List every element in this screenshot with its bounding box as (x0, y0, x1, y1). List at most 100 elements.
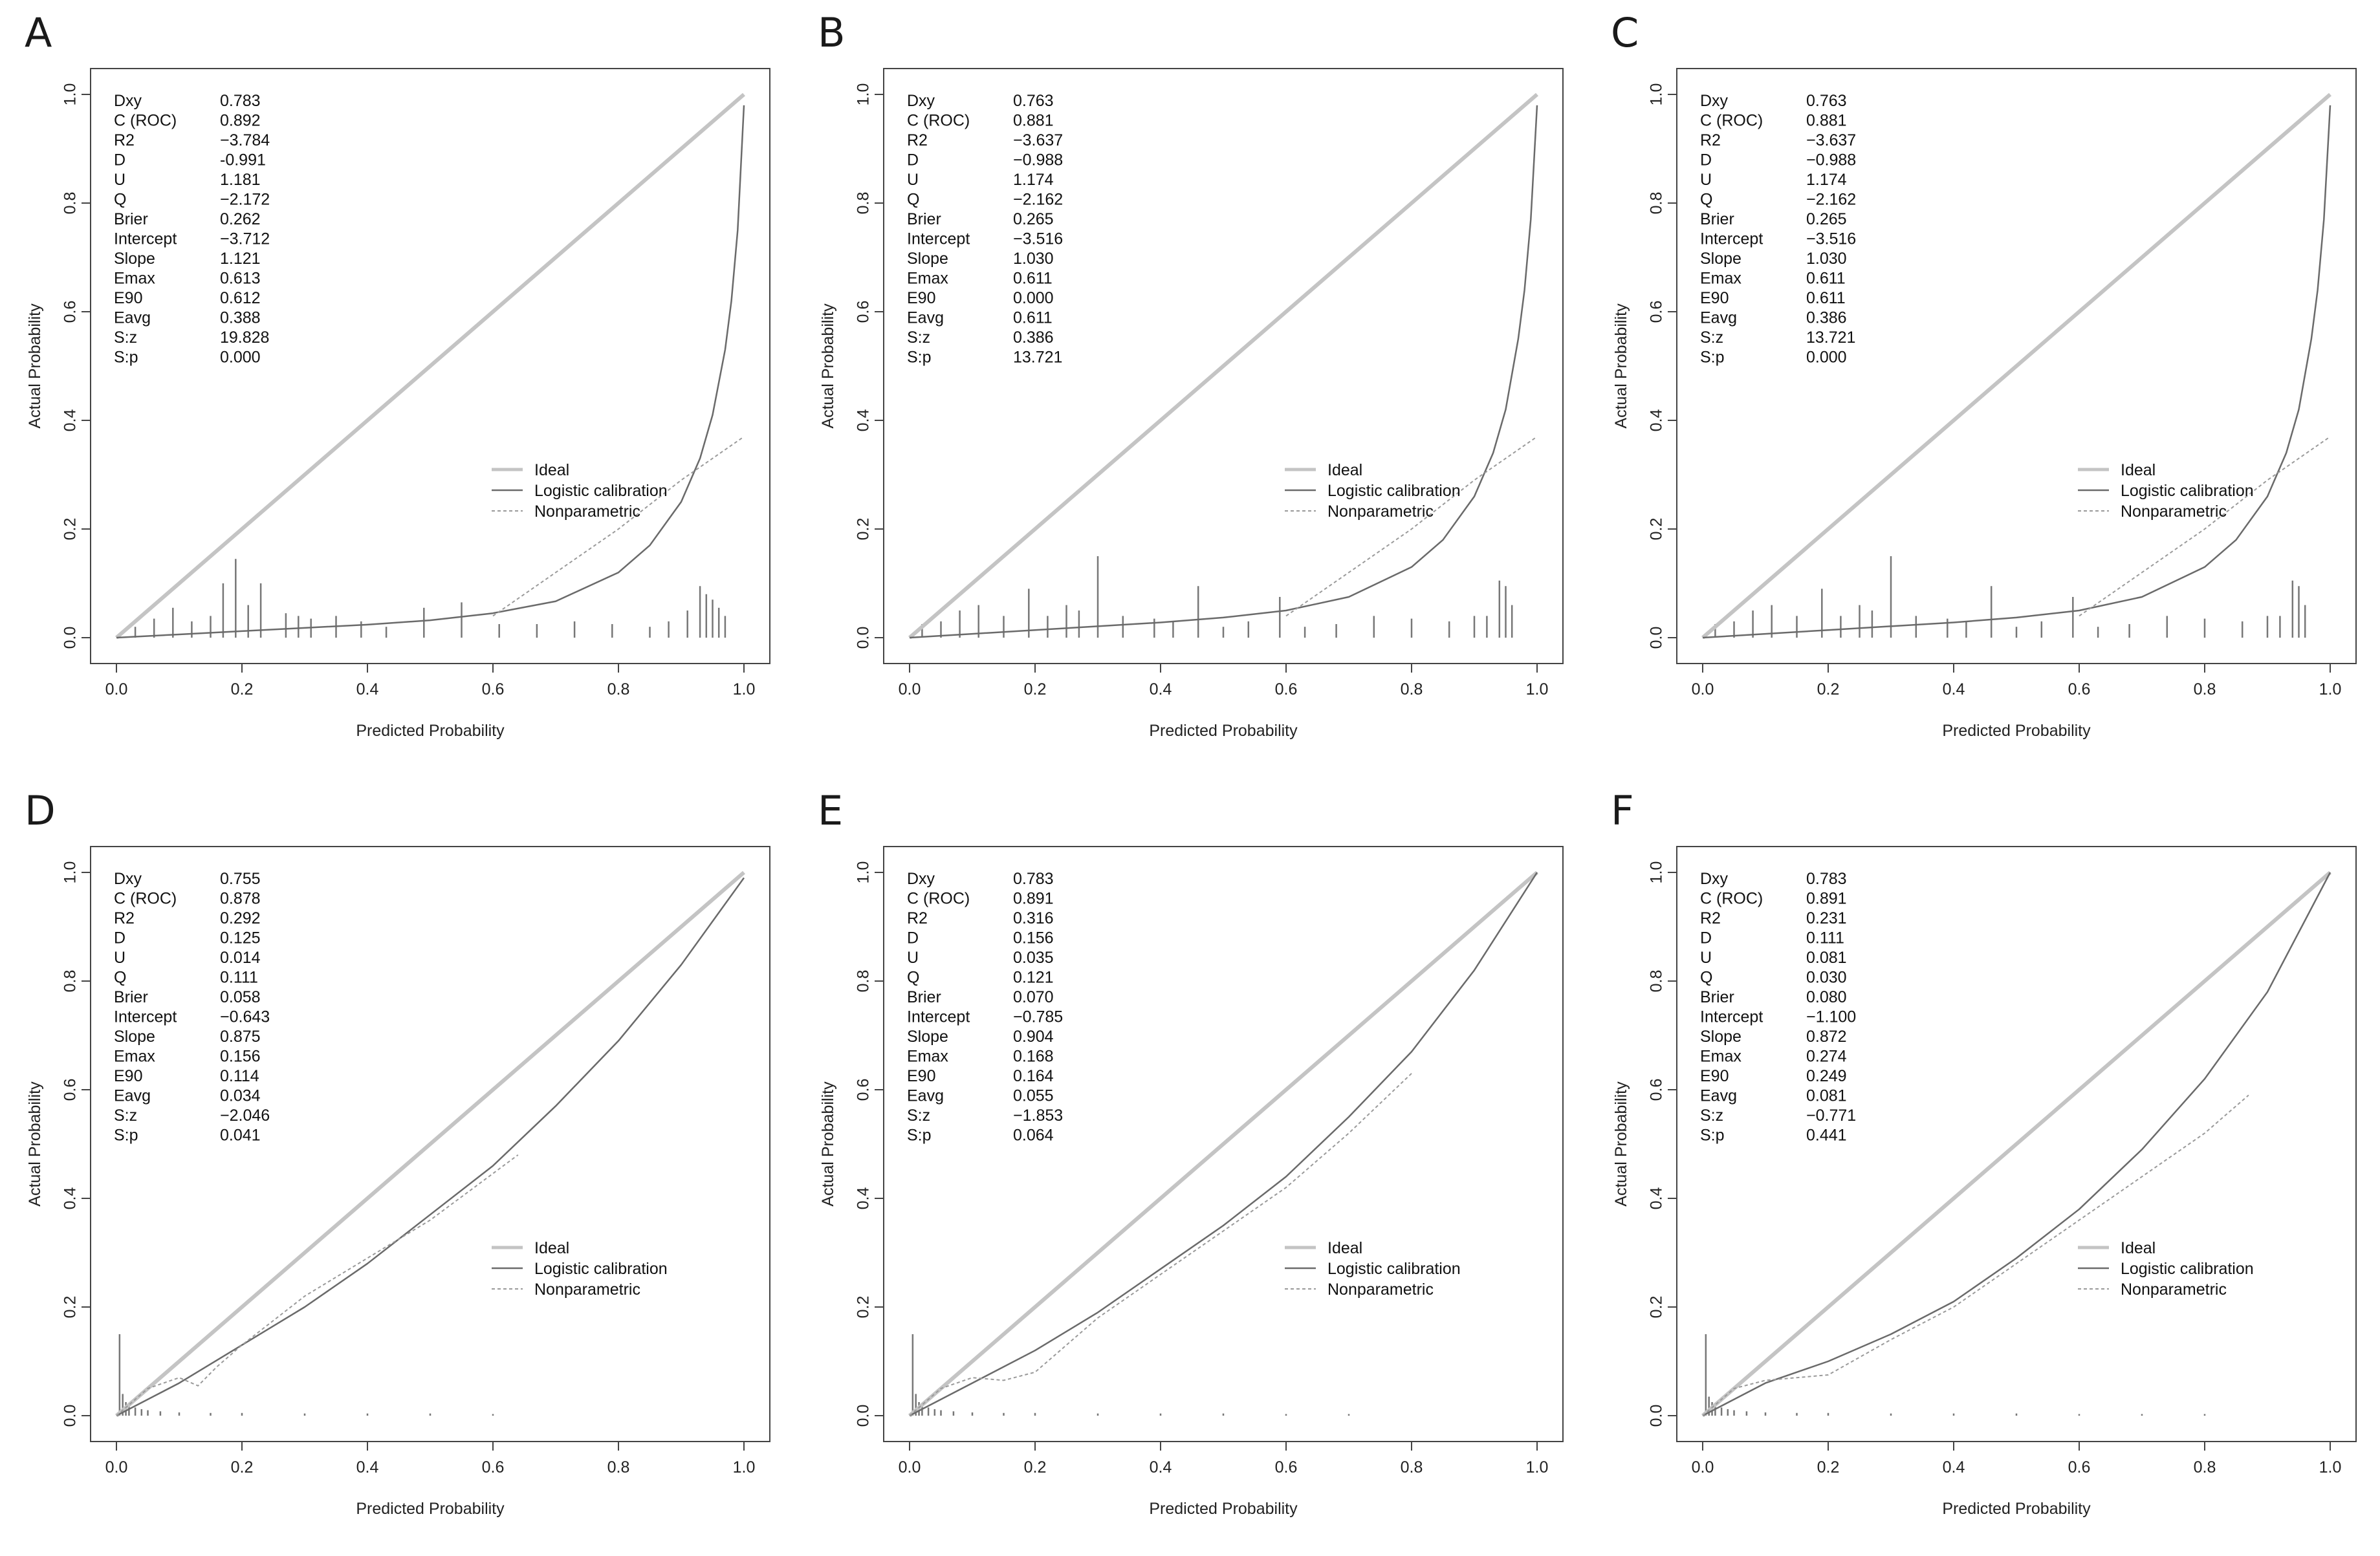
stat-name: Dxy (114, 870, 142, 888)
stat-name: Slope (907, 250, 948, 268)
stat-value: 0.881 (1013, 112, 1054, 130)
x-tick-label: 0.8 (1401, 680, 1423, 698)
y-tick-label: 0.0 (1648, 627, 1666, 649)
plot-frame (1676, 68, 2357, 664)
stat-value: 0.125 (220, 929, 261, 947)
stat-name: Slope (1700, 1028, 1741, 1046)
x-tick-label: 1.0 (2319, 1458, 2342, 1476)
stat-name: R2 (907, 131, 928, 149)
stat-value: 13.721 (1013, 349, 1062, 367)
stat-name: Dxy (1700, 92, 1729, 110)
stat-name: Brier (114, 988, 148, 1006)
panel-label: A (25, 9, 52, 56)
x-tick-label: 0.2 (1024, 680, 1047, 698)
stat-name: U (114, 171, 126, 189)
ideal-line (908, 870, 1538, 1418)
logistic-calibration-line (116, 877, 745, 1417)
stat-value: 0.892 (220, 112, 261, 130)
stat-name: C (ROC) (907, 890, 970, 908)
stat-value: 0.164 (1013, 1067, 1054, 1085)
stat-value: 0.612 (220, 289, 261, 307)
stat-value: 1.030 (1013, 250, 1054, 268)
y-tick-label: 1.0 (855, 861, 873, 884)
plot-frame (883, 846, 1564, 1442)
stat-value: 0.081 (1806, 1087, 1847, 1105)
stat-value: 0.111 (220, 969, 258, 987)
plot-frame (90, 68, 770, 664)
stat-value: 0.156 (220, 1048, 261, 1066)
y-tick-label: 0.8 (61, 970, 80, 993)
stat-value: 0.875 (220, 1028, 261, 1046)
stat-value: 0.783 (1806, 870, 1847, 888)
stat-name: Slope (907, 1028, 948, 1046)
logistic-calibration-line (909, 105, 1538, 639)
stat-name: Brier (907, 210, 941, 228)
stat-value: 0.891 (1013, 890, 1054, 908)
panel-label: F (1611, 787, 1634, 834)
stat-value: 0.878 (220, 890, 261, 908)
stat-value: 0.891 (1806, 890, 1847, 908)
stat-value: 13.721 (1806, 329, 1855, 347)
stat-value: 0.783 (1013, 870, 1054, 888)
y-tick-label: 0.0 (855, 627, 873, 649)
stat-name: Dxy (114, 92, 142, 110)
x-tick-label: 0.8 (1401, 1458, 1423, 1476)
x-tick-label: 0.4 (356, 1458, 379, 1476)
y-tick-label: 0.4 (61, 409, 80, 432)
y-tick-label: 0.8 (1648, 970, 1666, 993)
stat-value: 0.231 (1806, 909, 1847, 927)
x-tick-label: 0.4 (1943, 1458, 1965, 1476)
stat-name: D (1700, 151, 1712, 169)
x-tick-label: 1.0 (733, 1458, 756, 1476)
y-tick-label: 1.0 (855, 83, 873, 106)
y-tick-label: 0.0 (61, 1405, 80, 1427)
stat-name: E90 (114, 289, 142, 307)
x-tick-label: 1.0 (1526, 680, 1549, 698)
stat-value: −3.784 (220, 131, 270, 149)
stat-name: S:p (907, 1127, 932, 1145)
legend-label: Logistic calibration (2121, 1260, 2254, 1278)
stat-value: −2.046 (220, 1107, 270, 1125)
stat-name: Emax (1700, 270, 1741, 288)
legend-label: Ideal (2121, 1239, 2156, 1257)
stat-value: 0.755 (220, 870, 261, 888)
y-tick-label: 0.6 (855, 1079, 873, 1101)
stat-value: 0.000 (1013, 289, 1054, 307)
stat-name: Emax (907, 270, 948, 288)
x-tick-label: 0.8 (607, 680, 630, 698)
y-tick-label: 0.8 (855, 970, 873, 993)
stat-name: Q (114, 191, 126, 209)
stat-value: 0.611 (1013, 270, 1053, 288)
legend-label: Logistic calibration (534, 482, 668, 500)
stat-value: −3.712 (220, 230, 270, 248)
x-tick-label: 0.6 (2068, 680, 2091, 698)
stat-value: 1.121 (220, 250, 261, 268)
x-axis-title: Predicted Probability (1149, 722, 1298, 740)
stat-name: E90 (907, 1067, 935, 1085)
stat-name: Slope (1700, 250, 1741, 268)
stat-value: 0.904 (1013, 1028, 1054, 1046)
stat-value: 0.058 (220, 988, 261, 1006)
stat-name: Slope (114, 250, 155, 268)
logistic-calibration-line (909, 872, 1538, 1417)
stat-value: 1.174 (1806, 171, 1847, 189)
stat-value: 0.274 (1806, 1048, 1847, 1066)
stat-name: C (ROC) (114, 112, 177, 130)
nonparametric-line (116, 1154, 519, 1416)
x-tick-label: 0.6 (1275, 680, 1298, 698)
ideal-line (1701, 870, 2331, 1418)
ideal-line (908, 92, 1538, 640)
stat-value: 0.041 (220, 1127, 261, 1145)
stat-name: U (907, 949, 919, 967)
y-tick-label: 0.8 (855, 192, 873, 215)
legend-label: Ideal (534, 461, 569, 479)
stat-name: R2 (1700, 909, 1721, 927)
stat-value: −2.172 (220, 191, 270, 209)
stat-name: Emax (114, 1048, 155, 1066)
stat-name: Brier (1700, 210, 1734, 228)
chart-panel-a: A 0.0 0.2 0.4 0.6 0.8 1.0 0.0 0.2 0.4 0.6 0.8 1.0 Pre… (25, 9, 770, 740)
stat-value: 0.783 (220, 92, 261, 110)
y-tick-label: 0.2 (855, 518, 873, 541)
stat-name: E90 (114, 1067, 142, 1085)
stat-name: D (907, 151, 919, 169)
